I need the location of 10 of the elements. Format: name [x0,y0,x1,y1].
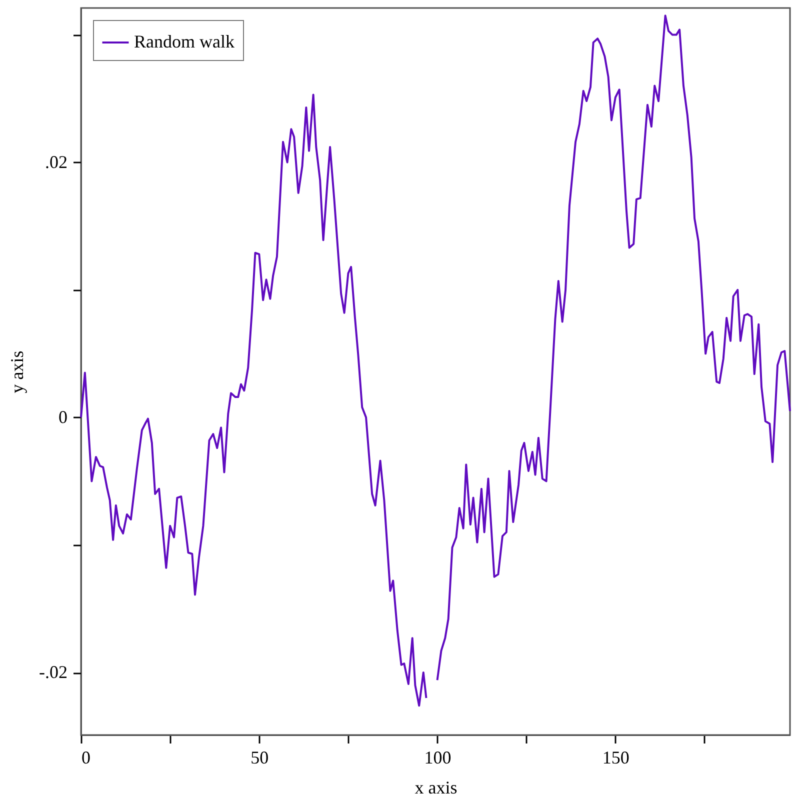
x-tick-label: 150 [602,748,630,768]
y-tick-label: .02 [45,152,68,172]
y-axis-title: y axis [7,350,28,394]
x-tick-label: 0 [82,748,90,768]
y-tick-label: -.02 [39,662,68,682]
x-tick-label: 50 [250,748,269,768]
x-tick-label: 100 [424,748,452,768]
legend-label: Random walk [134,32,234,52]
y-tick-label: 0 [58,406,68,427]
x-axis-title: x axis [414,778,458,798]
